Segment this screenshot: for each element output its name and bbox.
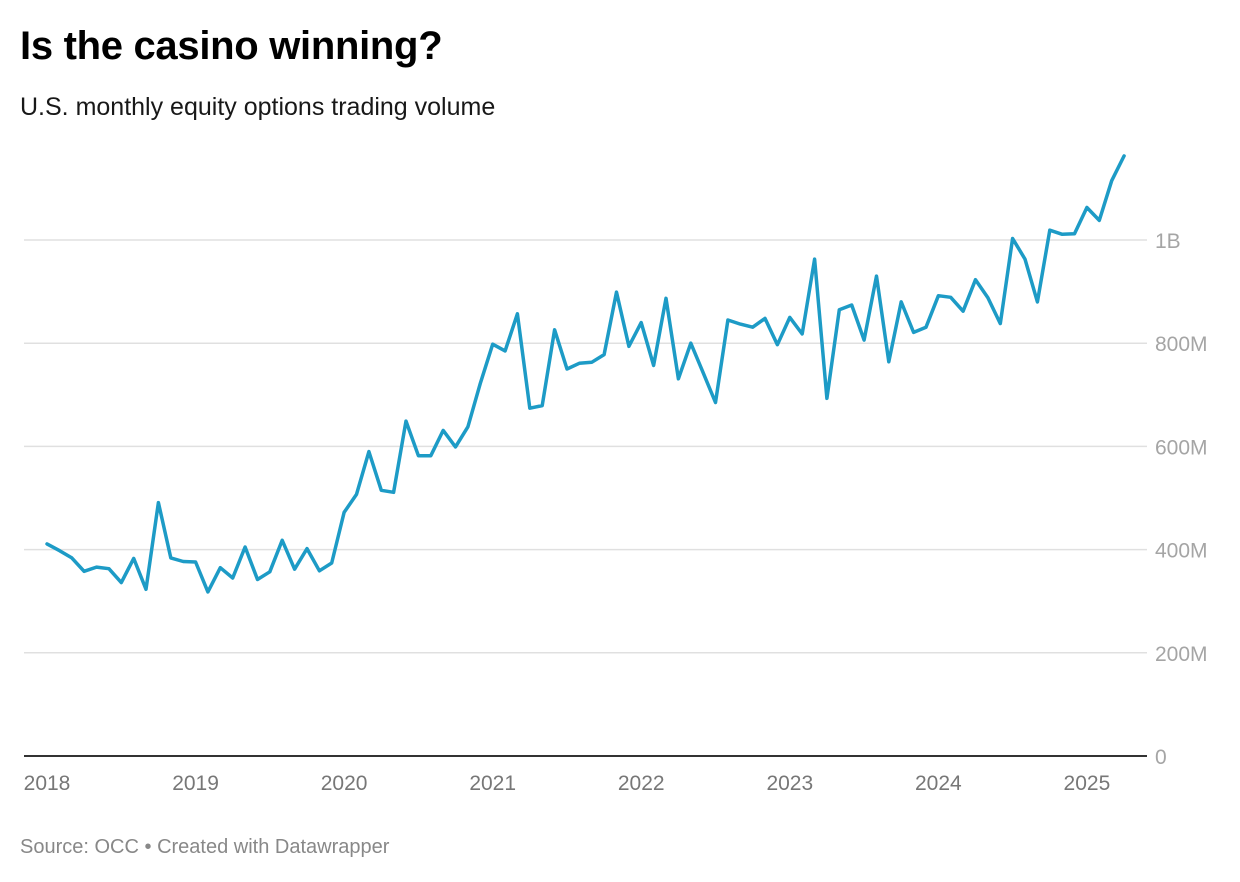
- x-tick-label: 2022: [618, 772, 665, 795]
- y-tick-label: 400M: [1155, 540, 1208, 563]
- y-tick-label: 800M: [1155, 333, 1208, 356]
- gridlines: [24, 239, 1147, 654]
- series-line: [45, 154, 1126, 594]
- footer-separator: •: [144, 836, 152, 858]
- y-tick-label: 1B: [1155, 230, 1181, 253]
- x-tick-label: 2020: [321, 772, 368, 795]
- x-tick-label: 2019: [172, 772, 219, 795]
- chart-title: Is the casino winning?: [20, 24, 443, 68]
- credit-label: Created with Datawrapper: [157, 836, 390, 858]
- series: [45, 154, 1126, 594]
- y-axis-labels: 0 200M 400M 600M 800M 1B: [1155, 230, 1208, 769]
- footer: Source: OCC • Created with Datawrapper: [20, 836, 389, 859]
- y-tick-label: 200M: [1155, 643, 1208, 666]
- x-tick-label: 2025: [1064, 772, 1111, 795]
- x-tick-label: 2024: [915, 772, 962, 795]
- chart-subtitle: U.S. monthly equity options trading volu…: [20, 93, 496, 121]
- x-tick-label: 2023: [766, 772, 813, 795]
- source-label: Source: OCC: [20, 836, 139, 858]
- x-tick-label: 2021: [469, 772, 516, 795]
- y-tick-label: 600M: [1155, 436, 1208, 459]
- y-tick-label: 0: [1155, 746, 1167, 769]
- x-tick-label: 2018: [24, 772, 71, 795]
- x-axis-labels: 2018 2019 2020 2021 2022 2023 2024 2025: [24, 772, 1111, 795]
